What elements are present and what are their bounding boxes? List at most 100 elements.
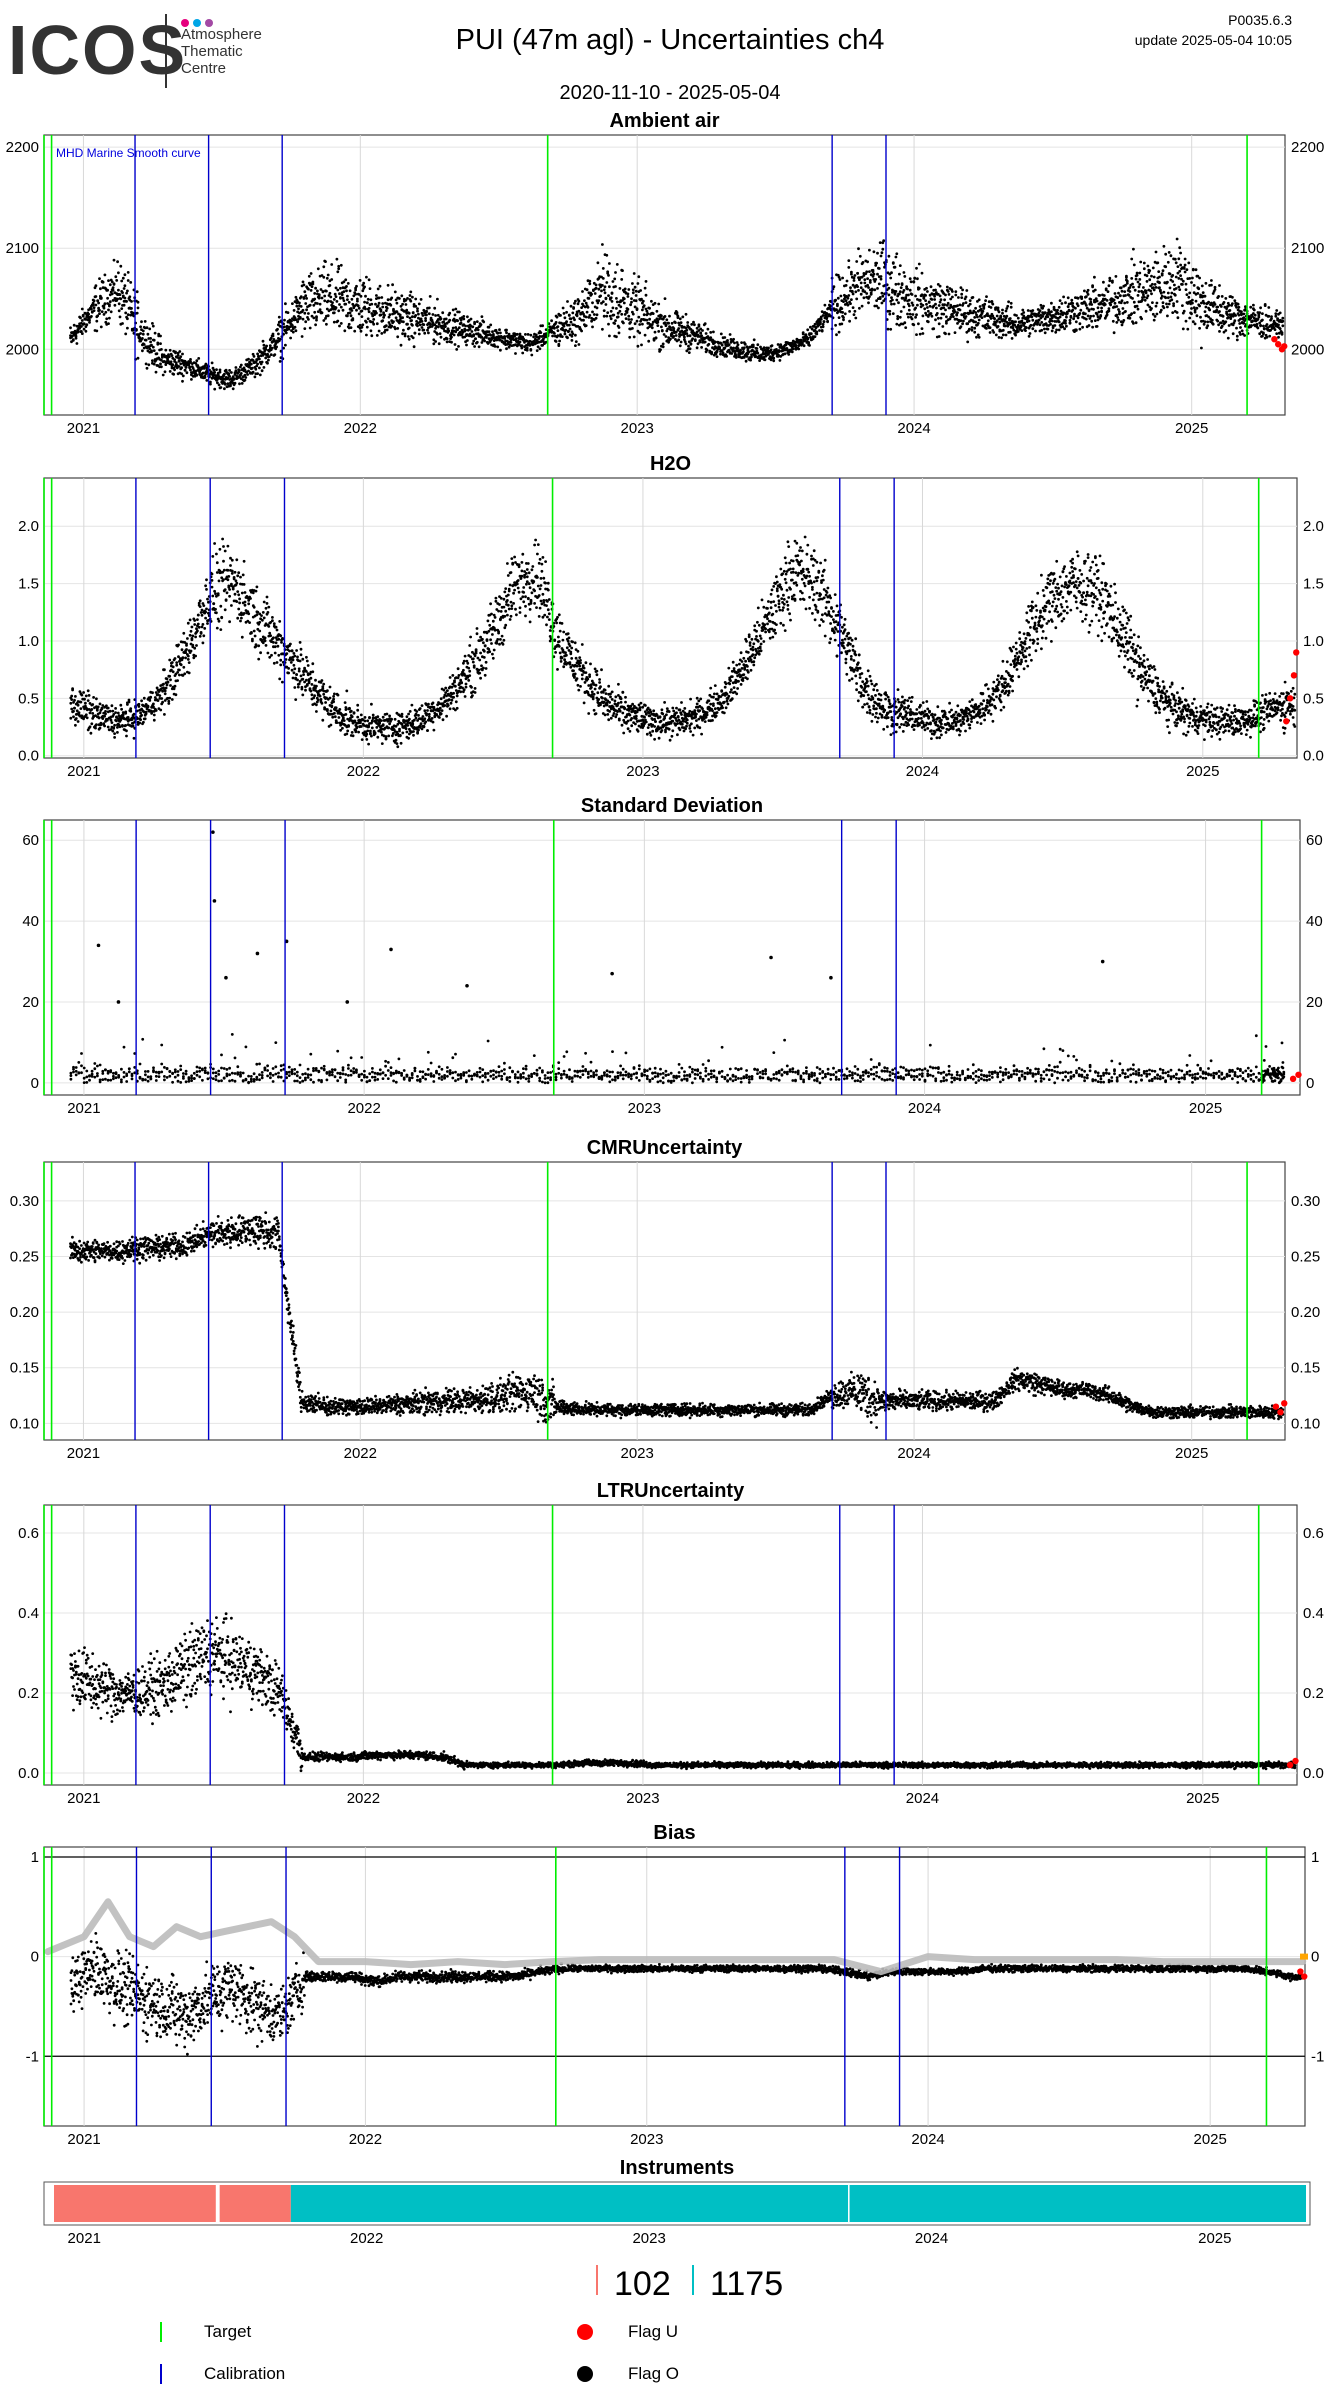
data-point [599,294,602,298]
data-point [104,710,107,713]
data-point [1093,275,1096,279]
data-point [318,308,322,312]
data-point [411,323,414,327]
data-point [202,634,206,638]
data-point [1161,269,1165,273]
version-label: P0035.6.3 [1228,12,1292,28]
data-point [224,368,228,372]
data-point [132,736,136,740]
data-point [581,290,584,293]
data-point [71,687,74,691]
data-point [1015,314,1018,317]
data-point [462,315,466,318]
data-point [92,299,96,303]
data-point [211,594,215,598]
data-point [1219,305,1223,308]
data-point [297,307,300,311]
data-point [853,274,857,277]
data-point [177,643,180,647]
data-point [190,638,194,642]
data-point [311,662,315,666]
data-point [1235,305,1238,309]
data-point [849,302,852,305]
data-point [929,285,933,289]
data-point [290,668,294,672]
data-point [927,301,931,304]
data-point [465,343,468,347]
data-point [235,600,239,603]
data-point [1233,319,1237,323]
data-point [751,345,755,349]
data-point [196,613,200,617]
data-point [69,326,72,330]
data-point [898,290,902,293]
data-point [242,612,246,615]
data-point [572,307,575,310]
data-point [1240,329,1244,333]
data-point [139,332,143,335]
data-point [794,344,798,347]
data-point [706,327,710,331]
data-point [1089,298,1093,301]
data-point [321,290,325,293]
data-point [591,310,594,314]
data-point [1113,301,1117,305]
data-point [588,279,592,283]
data-point [559,314,562,317]
data-point [1273,328,1277,331]
data-point [277,653,281,657]
data-point [561,306,565,310]
data-point [188,618,192,622]
data-point [217,383,221,387]
data-point [856,285,859,288]
data-point [677,338,681,342]
data-point [184,366,188,369]
data-point [1057,320,1061,324]
data-point [644,293,648,297]
data-point [439,317,443,321]
data-point [1031,318,1035,322]
data-point [597,299,601,302]
data-point [271,619,274,623]
data-point [386,298,390,302]
data-point [268,344,272,348]
data-point [356,304,360,308]
data-point [1064,321,1067,325]
data-point [1190,307,1193,310]
data-point [248,621,252,624]
data-point [330,263,334,266]
data-point [70,707,74,711]
data-point [117,309,121,313]
data-point [90,315,93,318]
data-point [700,334,703,338]
data-point [87,312,90,316]
data-point [1063,327,1066,331]
data-point [957,296,960,299]
data-point [933,298,936,301]
data-point [287,671,290,675]
data-point [185,642,188,646]
data-point [288,649,291,653]
data-point [450,340,453,344]
x-tick-label: 2022 [344,420,377,437]
data-point [278,360,282,363]
data-point [493,345,497,348]
data-point [756,343,760,347]
data-point [1166,280,1169,284]
data-point [609,317,613,321]
data-point [1261,318,1264,322]
data-point [643,286,647,290]
data-point [1218,330,1221,333]
data-point [226,568,230,572]
data-point [479,323,483,326]
data-point [1095,312,1099,316]
data-point [365,333,368,337]
data-point [1136,280,1140,284]
data-point [136,306,140,310]
data-point [275,345,278,349]
data-point [1084,295,1088,298]
data-point [311,280,315,284]
data-point [567,329,570,333]
data-point [976,321,980,325]
data-point [249,362,253,366]
